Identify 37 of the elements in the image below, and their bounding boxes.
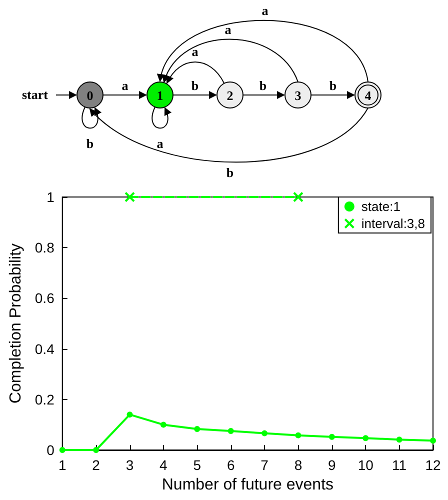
point xyxy=(328,434,335,440)
legend-label: interval:3,8 xyxy=(361,216,426,231)
point xyxy=(160,422,166,428)
y-tick-label: 1 xyxy=(46,189,55,205)
point xyxy=(93,447,100,453)
x-tick-label: 11 xyxy=(392,457,407,473)
x-tick-label: 12 xyxy=(425,457,441,473)
point xyxy=(194,426,200,432)
state-diagram: start a b b b b a a a a b 0 1 2 3 4 xyxy=(0,0,448,185)
point xyxy=(295,432,302,438)
point xyxy=(59,447,66,453)
x-tick-label: 1 xyxy=(58,457,66,473)
y-tick-label: 0 xyxy=(46,442,55,458)
x-tick-label: 9 xyxy=(328,457,336,473)
x-tick-label: 5 xyxy=(193,457,202,473)
y-axis-title: Completion Probability xyxy=(8,243,24,404)
x-tick-label: 4 xyxy=(160,457,168,473)
point xyxy=(293,192,304,202)
y-tick-label: 0.8 xyxy=(34,240,55,256)
x-axis-title: Number of future events xyxy=(162,476,334,494)
x-tick-label: 10 xyxy=(358,457,374,473)
x-tick-label: 6 xyxy=(226,457,235,473)
point xyxy=(126,412,133,418)
x-tick-label: 2 xyxy=(92,457,100,473)
y-tick-label: 0.4 xyxy=(34,340,55,357)
x-tick-label: 3 xyxy=(126,457,134,473)
point xyxy=(396,436,402,443)
y-tick-label: 0.6 xyxy=(34,290,55,306)
point xyxy=(430,438,436,444)
y-tick-label: 0.2 xyxy=(34,391,55,408)
point xyxy=(228,428,234,434)
point xyxy=(262,430,268,436)
x-tick-label: 8 xyxy=(294,457,302,473)
x-tick-label: 7 xyxy=(260,457,269,473)
point xyxy=(124,192,135,202)
legend-label: state:1 xyxy=(361,199,400,214)
point xyxy=(362,435,369,442)
